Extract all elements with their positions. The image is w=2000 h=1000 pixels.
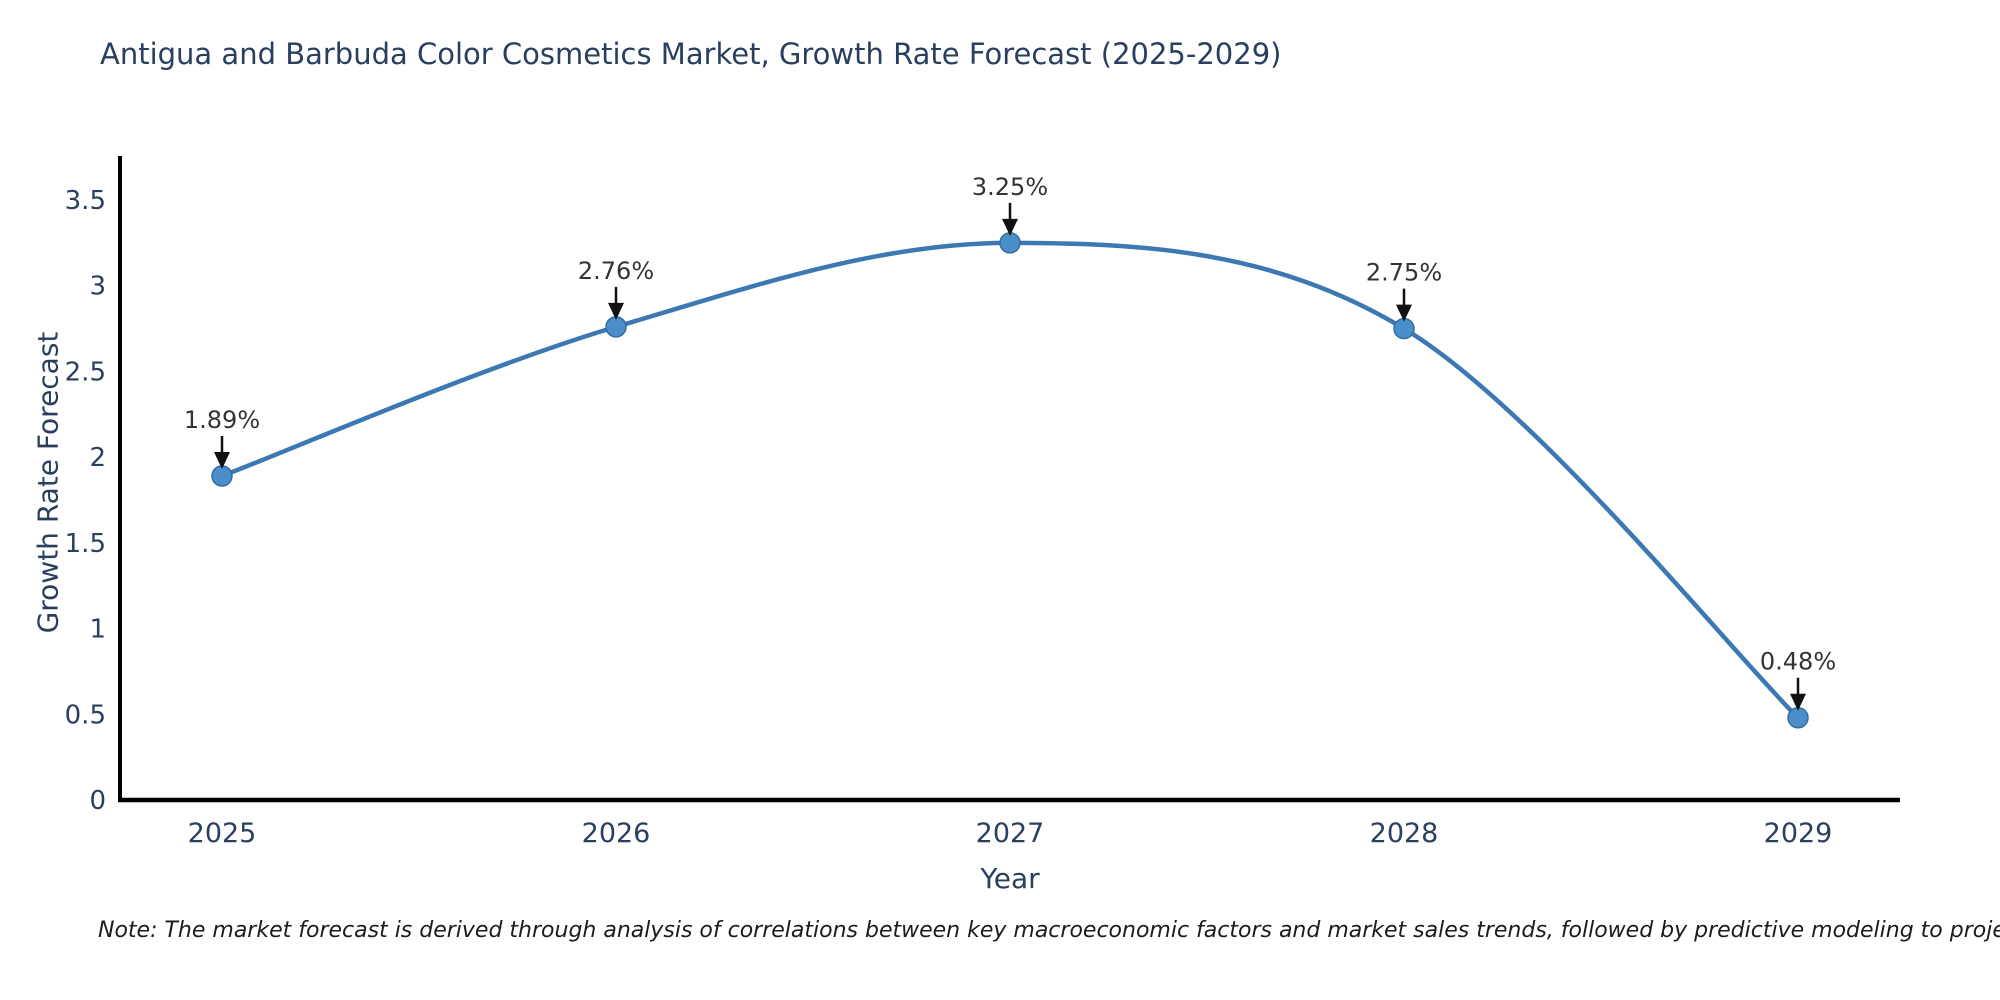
y-tick-label-3: 3	[89, 272, 106, 302]
annotation-2026: 2.76%	[578, 257, 654, 320]
annotation-arrowhead-icon	[1002, 218, 1018, 236]
growth-rate-line	[219, 240, 1801, 720]
y-tick-label-2.5: 2.5	[65, 357, 106, 387]
y-tick-label-1.5: 1.5	[65, 529, 106, 559]
x-axis-title: Year	[980, 862, 1040, 895]
point-annotations: 1.89% 2.76% 3.25% 2.75% 0.48%	[184, 173, 1836, 711]
annotation-arrowhead-icon	[608, 302, 624, 320]
x-tick-label-2028: 2028	[1370, 818, 1439, 849]
y-tick-label-0.5: 0.5	[65, 700, 106, 730]
x-tick-label-2025: 2025	[188, 818, 257, 849]
x-tick-label-2027: 2027	[976, 818, 1045, 849]
axes	[118, 156, 1900, 803]
y-tick-label-1: 1	[89, 615, 106, 645]
annotation-value-label: 2.76%	[578, 257, 654, 285]
annotation-arrowhead-icon	[1396, 304, 1412, 322]
y-tick-label-2: 2	[89, 443, 106, 473]
annotation-2029: 0.48%	[1760, 648, 1836, 711]
y-tick-label-0: 0	[89, 786, 106, 816]
series-growth-rate	[211, 232, 1809, 729]
annotation-value-label: 3.25%	[972, 173, 1048, 201]
annotation-value-label: 2.75%	[1366, 259, 1442, 287]
footnote: Note: The market forecast is derived thr…	[98, 918, 2000, 943]
annotation-value-label: 1.89%	[184, 406, 260, 434]
annotation-2027: 3.25%	[972, 173, 1048, 236]
annotation-value-label: 0.48%	[1760, 648, 1836, 676]
annotation-arrowhead-icon	[214, 452, 230, 469]
chart-title: Antigua and Barbuda Color Cosmetics Mark…	[100, 37, 1282, 71]
annotation-arrowhead-icon	[1790, 693, 1806, 711]
annotation-2028: 2.75%	[1366, 259, 1442, 322]
x-tick-label-2029: 2029	[1764, 818, 1833, 849]
tick-labels: 0 0.5 1 1.5 2 2.5 3 3.5 2025 2026 2027 2028 2029	[65, 186, 1833, 849]
y-tick-label-3.5: 3.5	[65, 186, 106, 216]
x-tick-label-2026: 2026	[582, 818, 651, 849]
annotation-2025: 1.89%	[184, 406, 260, 469]
